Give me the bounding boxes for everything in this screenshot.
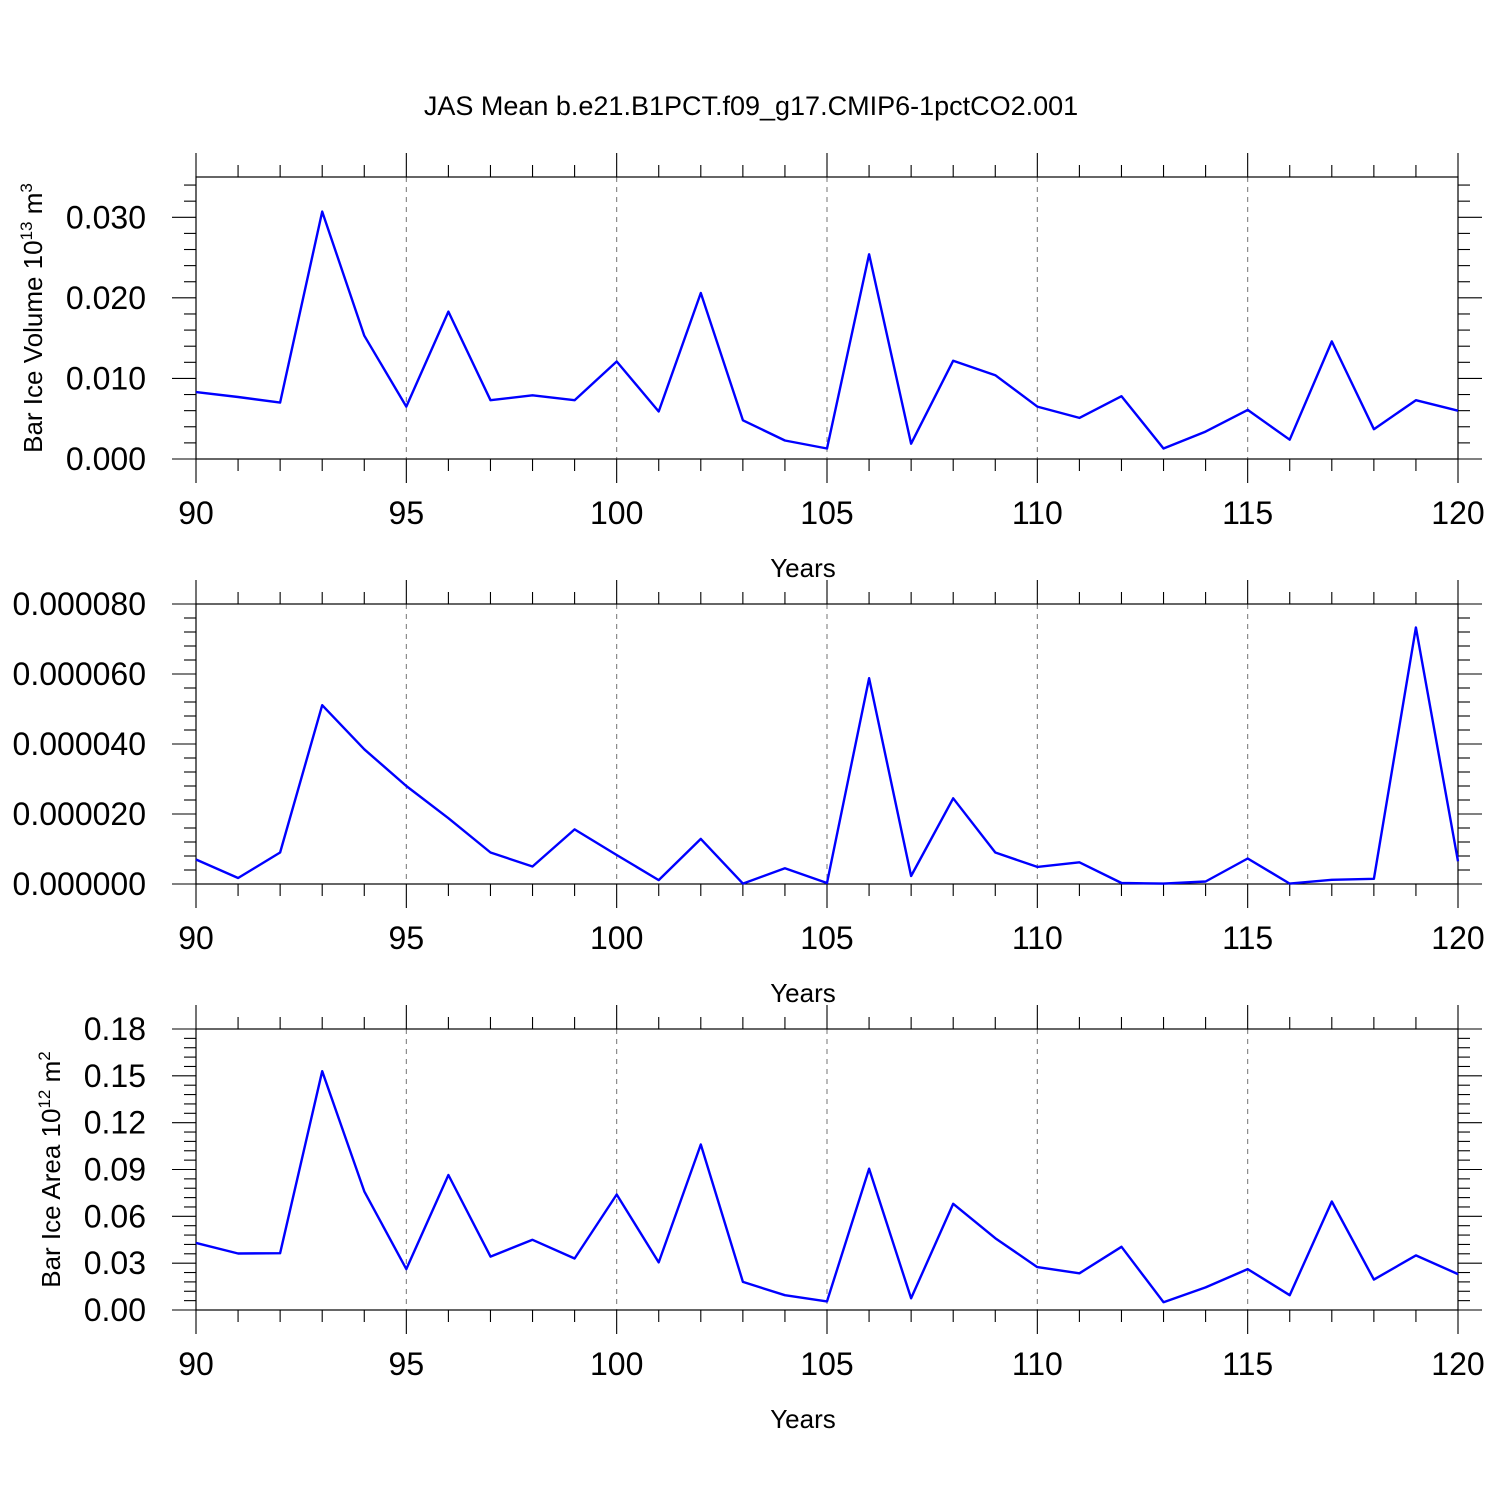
panel-second-series: Years 90 95 100 105 110 115 120 0.000000 0.00002…: [13, 580, 1485, 1008]
x-tick-label: 95: [389, 1346, 425, 1382]
y-tick-label: 0.020: [66, 280, 146, 316]
y-tick-label: 0.000040: [13, 726, 146, 762]
y-tick-label: 0.030: [66, 199, 146, 235]
x-axis-label: Years: [770, 978, 836, 1008]
panel-ice-area: Years 90 95 100 105 110 115 120 0.00 0.03 0.06 0.0…: [35, 1005, 1485, 1434]
y-tick-label: 0.18: [84, 1011, 146, 1047]
x-tick-label: 110: [1012, 1346, 1063, 1382]
x-tick-label: 95: [389, 495, 425, 531]
x-axis-label: Years: [770, 1404, 836, 1434]
x-tick-label: 90: [178, 920, 214, 956]
y-tick-label: 0.000000: [13, 866, 146, 902]
y-tick-label: 0.000060: [13, 656, 146, 692]
x-tick-label: 95: [389, 920, 425, 956]
series-line: [195, 626, 1460, 885]
series-line: [195, 1069, 1459, 1304]
x-tick-label: 110: [1012, 495, 1063, 531]
figure-title: JAS Mean b.e21.B1PCT.f09_g17.CMIP6-1pctC…: [424, 91, 1078, 121]
x-tick-label: 120: [1431, 1346, 1484, 1382]
y-tick-label: 0.000020: [13, 796, 146, 832]
x-tick-label: 110: [1012, 920, 1063, 956]
x-tick-label: 90: [178, 495, 214, 531]
y-tick-label: 0.09: [84, 1152, 146, 1188]
y-tick-label: 0.00: [84, 1292, 146, 1328]
y-tick-label: 0.12: [84, 1105, 146, 1141]
x-tick-label: 105: [800, 920, 853, 956]
x-tick-label: 105: [800, 495, 853, 531]
y-tick-label: 0.06: [84, 1198, 146, 1234]
series-line: [195, 210, 1459, 450]
y-tick-label: 0.15: [84, 1058, 146, 1094]
x-tick-label: 100: [590, 920, 643, 956]
y-axis-label: Bar Ice Area 1012 m2: [35, 1051, 66, 1288]
x-axis-label: Years: [770, 553, 836, 583]
y-tick-label: 0.010: [66, 360, 146, 396]
x-tick-label: 120: [1431, 920, 1484, 956]
panel-ice-volume: Years 90 95 100 105 110 115 120 0.000 0.010 0.020…: [17, 153, 1485, 583]
y-tick-label: 0.000: [66, 441, 146, 477]
y-tick-label: 0.000080: [13, 586, 146, 622]
x-tick-label: 115: [1222, 920, 1273, 956]
x-tick-label: 115: [1222, 1346, 1273, 1382]
y-tick-label: 0.03: [84, 1245, 146, 1281]
x-tick-label: 100: [590, 495, 643, 531]
y-axis-label: Bar Ice Volume 1013 m3: [17, 183, 48, 453]
x-tick-label: 115: [1222, 495, 1273, 531]
x-tick-label: 100: [590, 1346, 643, 1382]
x-tick-label: 90: [178, 1346, 214, 1382]
x-tick-label: 105: [800, 1346, 853, 1382]
x-tick-label: 120: [1431, 495, 1484, 531]
